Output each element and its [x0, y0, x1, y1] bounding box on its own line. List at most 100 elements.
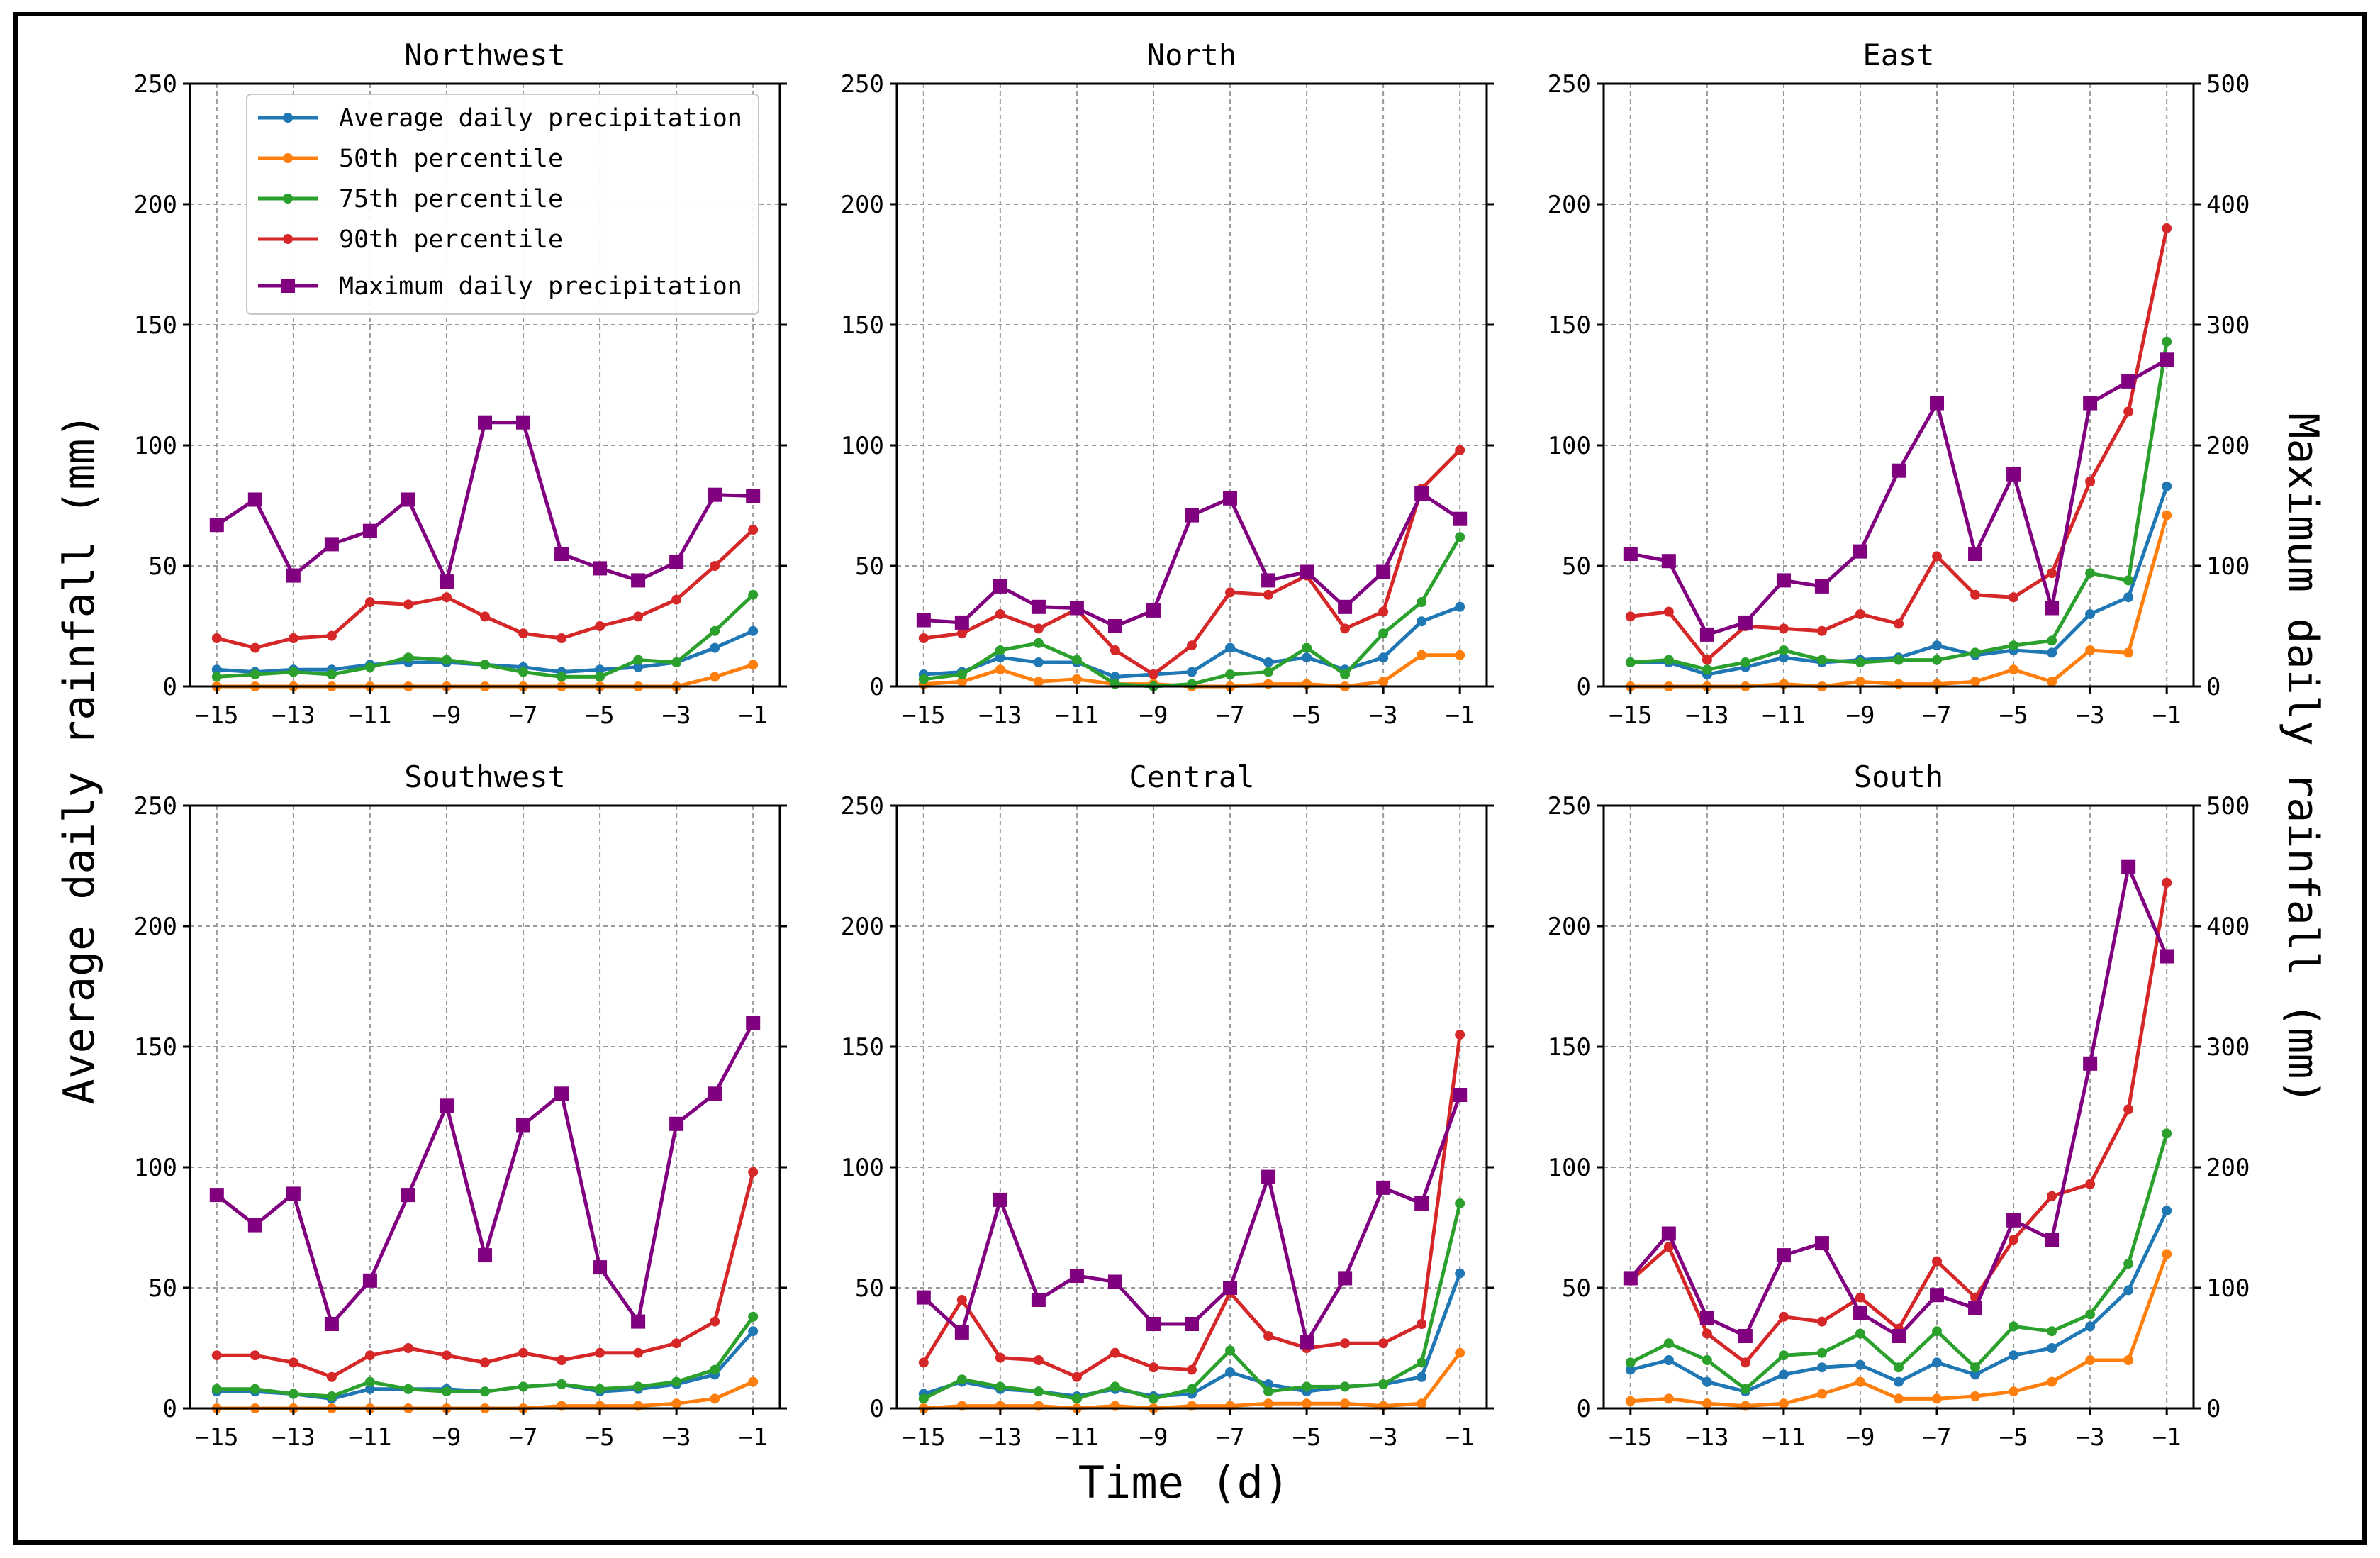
data-point: [1455, 650, 1465, 660]
y-tick-label: 250: [134, 792, 177, 820]
data-point: [364, 1376, 375, 1387]
legend-entry: 75th percentile: [258, 185, 563, 213]
data-point-max: [1453, 1088, 1468, 1102]
data-point: [2123, 1104, 2134, 1115]
y-tick-label: 100: [134, 432, 177, 460]
data-point: [1148, 669, 1158, 679]
data-point: [1378, 652, 1389, 663]
data-point: [1970, 589, 1981, 600]
data-point: [1663, 1242, 1674, 1252]
data-point: [2123, 592, 2134, 603]
data-point-max: [286, 568, 301, 583]
data-point: [288, 1357, 298, 1368]
data-point: [557, 1379, 567, 1389]
x-tick-label: −3: [2076, 1423, 2105, 1452]
data-point-max: [2083, 396, 2098, 411]
y-tick-label: 50: [855, 552, 884, 581]
data-point: [1625, 1396, 1636, 1406]
data-point: [1855, 1328, 1865, 1339]
data-point-max: [516, 1118, 531, 1133]
x-tick-label: −11: [1762, 701, 1805, 730]
y2-tick-label: 0: [2206, 673, 2220, 701]
x-tick-label: −13: [272, 701, 315, 730]
data-point: [1263, 1386, 1274, 1397]
data-point: [2047, 635, 2057, 646]
data-point: [1110, 645, 1120, 655]
data-point-max: [2045, 601, 2060, 616]
y-tick-label: 0: [870, 673, 884, 701]
data-point: [2162, 1206, 2172, 1216]
right-y-axis-label: Maximum daily rainfall (mm): [2278, 413, 2328, 1104]
data-point: [995, 609, 1005, 619]
data-point: [518, 628, 529, 639]
data-point-max: [1185, 508, 1199, 523]
x-tick-label: −13: [978, 701, 1022, 730]
data-point: [671, 657, 682, 667]
data-point: [1894, 1376, 1904, 1387]
data-point: [710, 1393, 720, 1404]
data-point: [2085, 1321, 2096, 1332]
y-tick-label: 250: [134, 70, 177, 99]
data-point: [2009, 664, 2019, 675]
data-point: [1225, 642, 1236, 653]
y-tick-label: 150: [1548, 311, 1591, 340]
data-point: [2085, 1355, 2096, 1365]
data-point-max: [1930, 396, 1945, 411]
data-point: [2009, 1235, 2019, 1245]
data-point: [1033, 677, 1044, 687]
data-point-max: [478, 415, 492, 430]
data-point: [1894, 618, 1904, 629]
data-point: [1340, 623, 1351, 634]
data-point: [326, 1371, 337, 1382]
data-point: [748, 1167, 759, 1177]
data-point: [211, 664, 222, 675]
y2-tick-label: 0: [2206, 1395, 2220, 1423]
data-point: [1702, 1355, 1712, 1365]
data-point: [2047, 677, 2057, 687]
data-point-max: [1223, 491, 1238, 506]
data-point-max: [954, 1325, 969, 1340]
y2-tick-label: 400: [2206, 913, 2250, 941]
data-point: [557, 672, 567, 682]
y-tick-label: 250: [1548, 70, 1591, 99]
data-point: [748, 1311, 759, 1322]
panel-central: −15 −13 −11 −9 −7 −5 −3 −1 0 50 100 150 200 250 Centra…: [841, 759, 1494, 1452]
data-point-max: [916, 1290, 931, 1305]
data-point: [2123, 1285, 2134, 1296]
data-point: [1932, 655, 1943, 665]
x-tick-label: −1: [739, 701, 768, 730]
data-point: [441, 1350, 452, 1361]
data-point: [1855, 1292, 1865, 1303]
y2-tick-label: 400: [2206, 191, 2250, 219]
y-tick-label: 100: [1548, 432, 1591, 460]
data-point: [1340, 1398, 1351, 1409]
data-point: [633, 611, 644, 622]
data-point: [364, 1384, 375, 1394]
legend-label: 90th percentile: [339, 226, 563, 254]
x-tick-label: −1: [2152, 701, 2181, 730]
data-point: [1740, 1384, 1750, 1394]
legend: Average daily precipitation 50th percenti…: [246, 94, 759, 315]
data-point-max: [247, 492, 262, 507]
data-point: [1263, 667, 1274, 677]
y-tick-label: 50: [1562, 552, 1591, 581]
panels-group: −15 −13 −11 −9 −7 −5 −3 −1 0 50 100 150 200 250 Northw…: [134, 38, 2250, 1452]
y-tick-label: 250: [841, 70, 884, 99]
y2-tick-label: 300: [2206, 1033, 2250, 1062]
data-point: [1855, 657, 1865, 667]
data-point: [1340, 669, 1351, 679]
data-point-max: [1453, 511, 1468, 526]
data-point: [1378, 1379, 1389, 1389]
data-point: [2162, 877, 2172, 888]
data-point: [1302, 1398, 1312, 1409]
data-point: [1778, 645, 1789, 655]
data-point: [710, 1316, 720, 1327]
data-point: [2009, 1386, 2019, 1397]
data-point: [1778, 1311, 1789, 1322]
data-point: [2162, 481, 2172, 491]
data-point: [1378, 1338, 1389, 1349]
x-tick-label: −3: [662, 701, 691, 730]
data-point: [1970, 1369, 1981, 1380]
data-point: [1778, 652, 1789, 663]
data-point: [2085, 1309, 2096, 1320]
